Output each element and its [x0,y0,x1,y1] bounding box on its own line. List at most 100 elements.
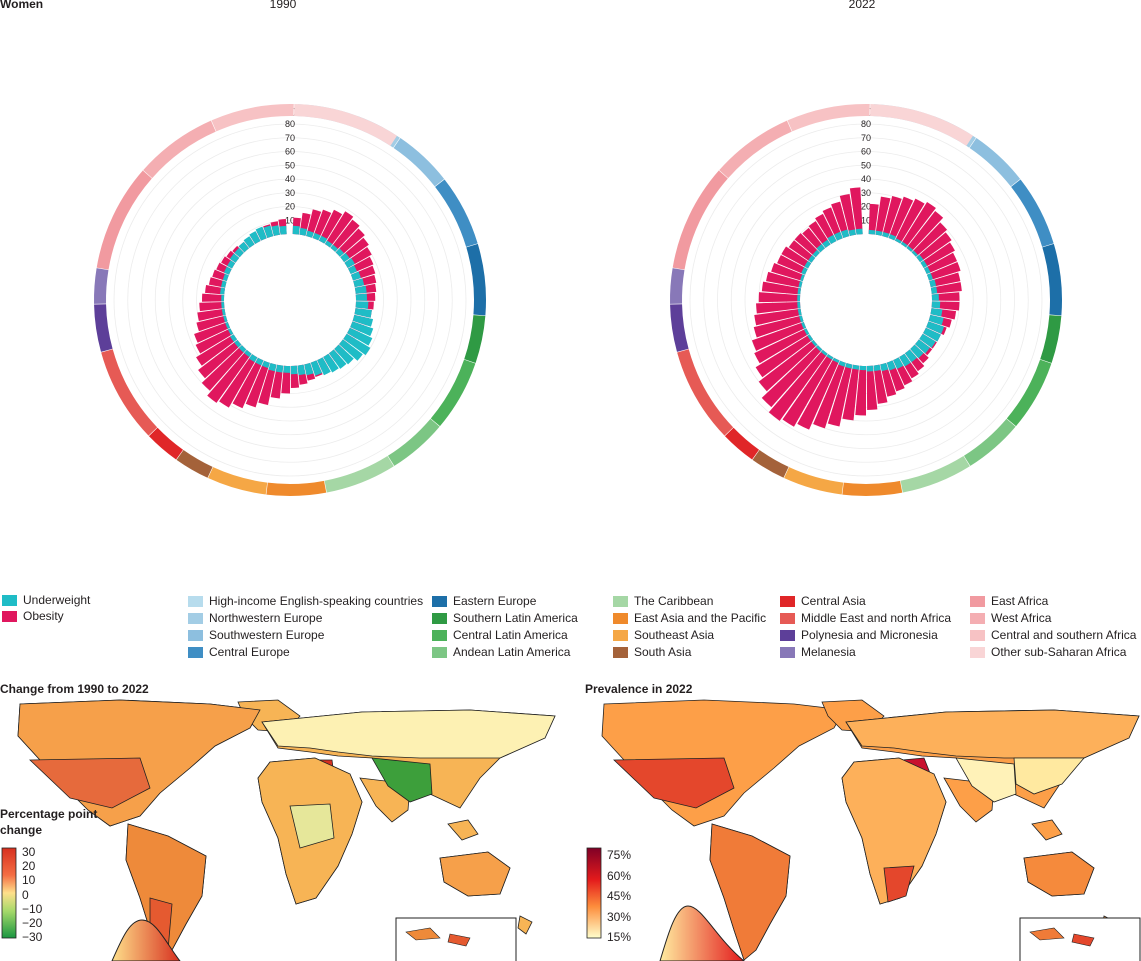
legend-swatch [613,646,628,658]
legend-region-item: Polynesia and Micronesia [780,628,938,642]
underweight-bar [910,344,924,359]
radial-tick-label: 70 [285,133,295,143]
underweight-bar [225,322,231,329]
legend-region-item: South Asia [613,645,691,659]
underweight-bar [797,308,802,316]
legend-region-item: Southwestern Europe [188,628,324,642]
obesity-bar [318,209,343,244]
legend-label: Middle East and north Africa [801,611,952,625]
obesity-bar [196,334,238,366]
underweight-bar [297,364,306,376]
obesity-bar [839,194,856,236]
underweight-bar [255,226,267,241]
obesity-bar [781,246,812,269]
obesity-bar [873,364,888,404]
legend-region-item: Eastern Europe [432,594,536,608]
legend-label: Underweight [23,593,91,607]
legend-swatch [432,595,447,607]
underweight-bar [344,258,355,268]
underweight-bar [353,278,365,288]
legend-region-item: Middle East and north Africa [780,611,951,625]
obesity-bar [777,254,808,275]
underweight-bar [797,294,801,302]
underweight-bar [290,365,298,375]
legend-swatch [780,629,795,641]
legend-label: Central Latin America [453,628,568,642]
scale-tick-label: 0 [22,887,29,902]
legend-label: Polynesia and Micronesia [801,628,938,642]
underweight-bar [335,248,345,257]
region-ring-segment [430,359,476,427]
legend-label: Melanesia [801,645,856,659]
radial-tick-label: 10 [861,215,871,225]
underweight-bar [807,334,814,342]
region-ring-segment [94,304,113,352]
legend-label: Eastern Europe [453,594,537,608]
underweight-bar [899,353,911,367]
map-change [17,699,556,961]
underweight-bar [223,266,232,275]
scale-tick-label: 30% [607,909,632,924]
legend-label: Obesity [23,609,64,623]
legend: Underweight Obesity High-income English-sp… [0,590,1141,665]
legend-label: Central Europe [209,645,290,659]
radial-tick-label: 40 [861,174,871,184]
legend-swatch [432,646,447,658]
legend-swatch [970,646,985,658]
scale-tick-label: 20 [22,859,36,874]
obesity-bar [754,308,802,326]
underweight-bar [244,349,252,358]
underweight-bar [324,240,333,248]
underweight-bar [931,301,941,309]
legend-swatch [2,610,17,622]
underweight-bar [882,231,890,238]
legend-label: Southwestern Europe [209,628,325,642]
underweight-bar [893,357,904,369]
obesity-bar [782,354,834,427]
obesity-bar [797,357,840,430]
underweight-bar [306,230,314,238]
region-ring-segment [787,104,870,132]
legend-region-item: Central Latin America [432,628,568,642]
region-ring-segment [324,456,394,493]
scale-title-line2: change [0,823,43,837]
obesity-bar [270,364,284,399]
obesity-bar [920,242,955,268]
legend-swatch [188,629,203,641]
underweight-bar [800,274,805,282]
radial-tick-label: 60 [861,147,871,157]
underweight-bar [888,234,897,241]
legend-region-item: Northwestern Europe [188,611,322,625]
underweight-bar [234,339,242,348]
legend-label: East Africa [991,594,1049,608]
underweight-bar [798,281,803,288]
legend-label: East Asia and the Pacific [634,611,767,625]
obesity-bar [330,219,360,252]
obesity-bar [761,345,823,408]
underweight-bar [347,327,373,346]
obesity-bar [888,196,914,241]
underweight-bar [354,308,372,318]
obesity-bar [900,201,936,248]
legend-indicator-item: Obesity [2,609,64,623]
obesity-bar [868,203,879,235]
underweight-bar [841,229,850,239]
legend-swatch [780,646,795,658]
legend-region-item: West Africa [970,611,1051,625]
legend-swatch [2,594,17,606]
region-ring-segment [719,120,792,179]
radial-tick-label: 40 [285,174,295,184]
legend-swatch [613,629,628,641]
scale-title-line1: Percentage point [0,807,98,821]
radial-tick-label: 50 [861,160,871,170]
underweight-bar [279,225,287,235]
underweight-bar [873,364,881,372]
radial-tick-label: 70 [861,133,871,143]
scale-tick-label: −10 [22,901,43,916]
underweight-bar [859,365,866,371]
obesity-bar [219,354,258,408]
legend-swatch [432,629,447,641]
underweight-bar [826,354,834,360]
